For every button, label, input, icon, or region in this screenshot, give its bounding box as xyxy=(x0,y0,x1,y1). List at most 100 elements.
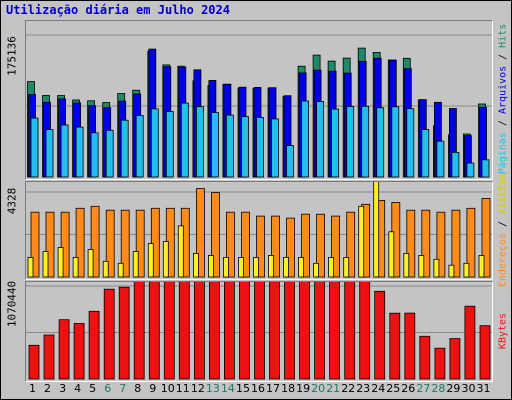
bar-kbytes-day-28 xyxy=(434,347,446,380)
legend-sep: / xyxy=(497,214,509,233)
bar-endereços-day-8 xyxy=(135,209,145,278)
bar-visitas-day-4 xyxy=(72,257,79,278)
bar-endereços-day-13 xyxy=(210,192,220,278)
bar-endereços-day-22 xyxy=(346,211,356,278)
bar-endereços-day-3 xyxy=(60,211,70,278)
chart-title: Utilização diária em Julho 2024 xyxy=(6,3,230,17)
day-label-25: 25 xyxy=(386,382,401,395)
day-label-3: 3 xyxy=(59,382,67,395)
bar-páginas-day-22 xyxy=(346,106,355,178)
bar-endereços-day-29 xyxy=(451,209,461,278)
legend-visits: Visitas xyxy=(497,172,509,215)
bar-páginas-day-14 xyxy=(225,114,234,178)
day-label-9: 9 xyxy=(149,382,157,395)
bar-kbytes-day-24 xyxy=(374,290,386,380)
bar-endereços-day-18 xyxy=(286,217,295,278)
bar-kbytes-day-30 xyxy=(464,305,476,380)
bar-páginas-day-30 xyxy=(466,162,475,178)
bar-endereços-day-2 xyxy=(45,211,55,278)
day-label-30: 30 xyxy=(461,382,476,395)
day-label-15: 15 xyxy=(236,382,250,395)
bar-endereços-day-6 xyxy=(105,209,115,278)
bar-endereços-day-14 xyxy=(225,211,235,278)
bar-kbytes-day-6 xyxy=(103,288,115,380)
bar-visitas-day-20 xyxy=(313,262,320,278)
bar-visitas-day-1 xyxy=(27,257,34,278)
day-label-16: 16 xyxy=(251,382,265,395)
bar-visitas-day-14 xyxy=(222,257,229,278)
day-label-21: 21 xyxy=(326,382,341,395)
bar-visitas-day-25 xyxy=(388,231,395,278)
day-label-29: 29 xyxy=(446,382,461,395)
day-label-4: 4 xyxy=(74,382,82,395)
day-label-6: 6 xyxy=(104,382,112,395)
legend-files: Arquivos xyxy=(497,65,509,115)
panel-visits-hosts xyxy=(25,181,493,280)
y-max-label-kbytes: 1070440 xyxy=(5,280,19,328)
bar-visitas-day-22 xyxy=(343,257,350,278)
bar-kbytes-day-8 xyxy=(133,282,145,380)
bar-páginas-day-19 xyxy=(301,100,310,178)
day-label-2: 2 xyxy=(44,382,51,395)
day-label-11: 11 xyxy=(175,382,190,395)
x-axis-day-labels: 1 2 3 4 5 6 7 8 9 10 11 12 13 14 15 16 17 18 19 20 21 22 23 24 2… xyxy=(25,382,491,396)
bar-visitas-day-10 xyxy=(162,241,169,278)
bar-kbytes-day-2 xyxy=(43,334,55,380)
legend-hits: Hits xyxy=(497,23,509,48)
bar-endereços-day-20 xyxy=(316,213,326,278)
day-label-18: 18 xyxy=(281,382,296,395)
bar-kbytes-day-4 xyxy=(73,323,85,380)
legend-pages: Páginas xyxy=(497,132,509,175)
bar-visitas-day-5 xyxy=(87,249,94,278)
bar-kbytes-day-29 xyxy=(449,338,461,380)
legend-sep: / xyxy=(497,114,509,133)
bar-endereços-day-15 xyxy=(241,211,250,278)
bar-páginas-day-2 xyxy=(45,129,54,178)
chart-kbytes xyxy=(26,282,492,380)
bar-páginas-day-10 xyxy=(165,111,174,178)
bar-kbytes-day-22 xyxy=(344,282,356,380)
bar-páginas-day-16 xyxy=(256,117,264,178)
bar-endereços-day-1 xyxy=(30,211,40,278)
bar-páginas-day-6 xyxy=(105,129,114,178)
chart-visits-hosts xyxy=(26,182,492,278)
bar-endereços-day-17 xyxy=(271,215,280,278)
bar-kbytes-day-3 xyxy=(58,319,70,380)
bar-endereços-day-21 xyxy=(331,215,341,278)
bar-kbytes-day-5 xyxy=(88,310,100,380)
day-label-12: 12 xyxy=(190,382,205,395)
bar-kbytes-day-12 xyxy=(193,282,205,380)
legend-hits-files-pages: Páginas / Arquivos / Hits xyxy=(495,20,511,178)
legend-visits-hosts: Endereços / Visitas xyxy=(495,172,511,286)
bar-kbytes-day-10 xyxy=(163,282,175,380)
bar-visitas-day-11 xyxy=(177,225,184,278)
day-label-27: 27 xyxy=(416,382,431,395)
bar-kbytes-day-31 xyxy=(479,325,491,380)
bar-endereços-day-9 xyxy=(150,207,160,278)
bar-kbytes-day-14 xyxy=(223,282,235,380)
bar-visitas-day-17 xyxy=(268,255,274,278)
bar-kbytes-day-16 xyxy=(254,282,265,380)
bar-páginas-day-18 xyxy=(286,145,294,178)
bar-kbytes-day-13 xyxy=(208,282,220,380)
bar-páginas-day-11 xyxy=(180,102,189,178)
bar-visitas-day-26 xyxy=(403,253,410,278)
y-max-label-visits: 4328 xyxy=(5,187,19,215)
bar-endereços-day-28 xyxy=(436,211,446,278)
bar-endereços-day-12 xyxy=(195,188,205,278)
bar-kbytes-day-1 xyxy=(28,344,40,380)
bar-kbytes-day-21 xyxy=(329,282,341,380)
bar-endereços-day-19 xyxy=(301,213,311,278)
bar-visitas-day-29 xyxy=(448,264,455,278)
day-label-23: 23 xyxy=(356,382,371,395)
bar-endereços-day-4 xyxy=(75,207,85,278)
bar-endereços-day-7 xyxy=(120,209,130,278)
bar-endereços-day-26 xyxy=(406,209,416,278)
day-label-8: 8 xyxy=(134,382,142,395)
bar-visitas-day-13 xyxy=(207,255,214,278)
day-label-26: 26 xyxy=(401,382,416,395)
bar-kbytes-day-15 xyxy=(239,282,250,380)
y-max-label-hits: 175136 xyxy=(5,36,19,76)
bar-kbytes-day-25 xyxy=(389,312,401,380)
